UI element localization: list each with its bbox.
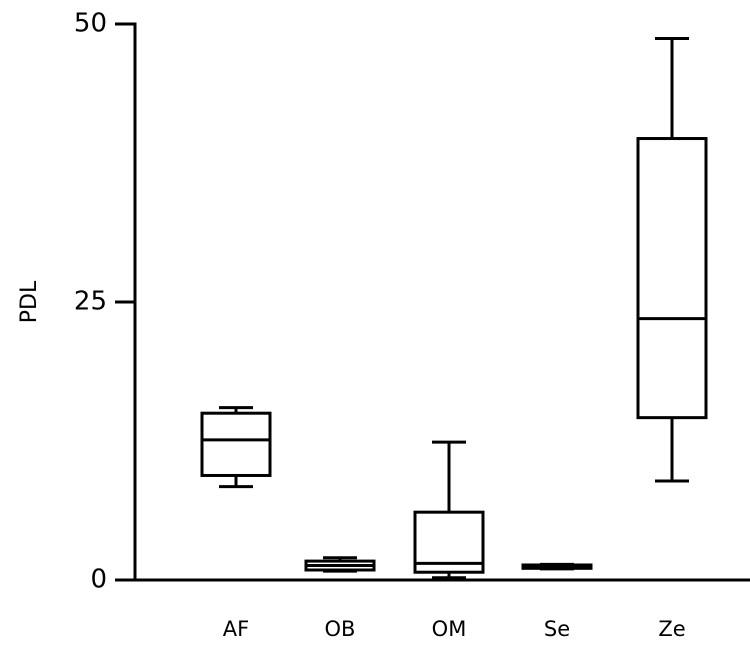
x-tick-label: OM xyxy=(432,617,467,641)
iqr-box xyxy=(200,411,272,477)
y-tick-label: 50 xyxy=(74,9,107,39)
x-tick-label: AF xyxy=(223,617,249,641)
box-Se: Se xyxy=(521,562,593,641)
boxes: AF OB OM Se Ze xyxy=(200,36,708,641)
x-tick-label: Ze xyxy=(658,617,685,641)
x-tick-label: Se xyxy=(544,617,570,641)
y-tick-label: 25 xyxy=(74,287,107,317)
box-OM: OM xyxy=(413,440,485,641)
box-AF: AF xyxy=(200,406,272,641)
box-OB: OB xyxy=(304,556,376,641)
x-tick-label: OB xyxy=(325,617,356,641)
y-axis-title: PDL xyxy=(17,280,42,323)
y-tick-label: 0 xyxy=(90,565,107,595)
iqr-box xyxy=(636,137,708,420)
box-Ze: Ze xyxy=(636,36,708,641)
axes: 0 25 50 xyxy=(74,9,750,595)
